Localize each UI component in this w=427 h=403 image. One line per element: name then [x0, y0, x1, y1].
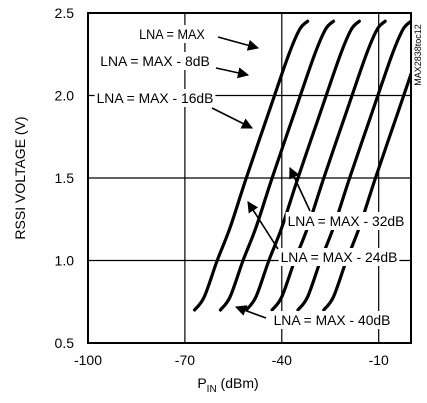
y-tick-label: 1.5: [55, 170, 75, 186]
annotation-arrow: [217, 36, 260, 51]
y-tick-label: 2.0: [55, 88, 75, 104]
annotation-backdrop: [137, 25, 207, 43]
annotation-arrow: [215, 67, 250, 79]
watermark-code: MAX2838toc12: [413, 24, 423, 86]
annotations: LNA = MAX LNA = MAX - 8dB LNA = MAX - 16dB…: [94, 25, 407, 329]
series-line: [296, 19, 411, 312]
x-axis-title-main: P: [197, 375, 206, 391]
y-tick-label: 1.0: [55, 253, 75, 269]
annotation-label: LNA = MAX: [139, 26, 205, 42]
x-axis-title: PIN (dBm): [197, 375, 258, 395]
x-tick-label: -10: [369, 352, 389, 368]
annotation-label: LNA = MAX - 16dB: [97, 90, 214, 106]
annotation-label: LNA = MAX - 24dB: [281, 249, 398, 265]
annotation-backdrop: [271, 311, 393, 329]
series-line: [270, 19, 387, 312]
annotation-arrow: [211, 107, 254, 129]
x-axis-title-sub: IN: [207, 384, 217, 395]
series-line: [192, 19, 310, 312]
series-line: [218, 19, 336, 312]
annotation-backdrop: [94, 89, 216, 107]
curves: [192, 19, 411, 312]
x-tick-label: -40: [272, 352, 292, 368]
annotation-arrow: [289, 166, 311, 212]
x-tick-label: -70: [175, 352, 195, 368]
annotation-label: LNA = MAX - 32dB: [288, 213, 405, 229]
annotation-backdrop: [278, 248, 400, 266]
series-line: [322, 69, 411, 312]
annotation-backdrop: [98, 52, 212, 70]
plot-frame: [87, 12, 412, 344]
annotation-arrow: [247, 201, 279, 250]
annotation-label: LNA = MAX - 40dB: [274, 312, 391, 328]
y-tick-label: 0.5: [55, 335, 75, 351]
tick-labels: -100 -70 -40 -10 0.5 1.0 1.5 2.0 2.5: [55, 5, 389, 368]
annotation-label: LNA = MAX - 8dB: [100, 53, 210, 69]
y-tick-label: 2.5: [55, 5, 75, 21]
annotation-arrow: [234, 305, 267, 319]
y-axis-title: RSSI VOLTAGE (V): [12, 116, 28, 239]
series-line: [244, 19, 361, 312]
x-axis-title-unit: (dBm): [217, 375, 259, 391]
annotation-backdrop: [285, 212, 407, 230]
x-tick-label: -100: [74, 352, 102, 368]
